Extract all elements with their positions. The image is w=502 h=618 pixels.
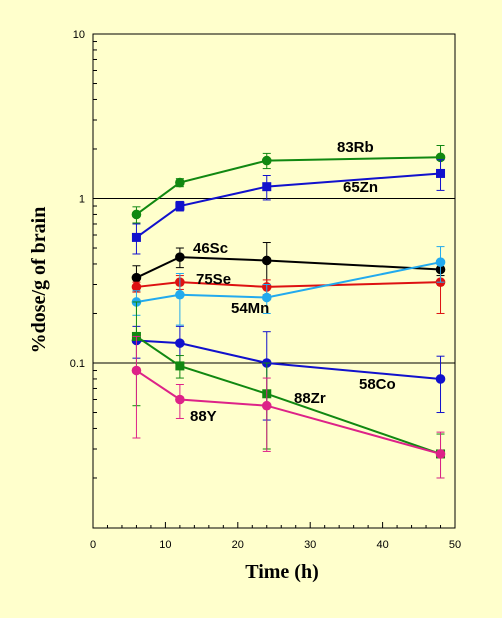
series-label-58Co: 58Co <box>359 376 396 393</box>
data-point <box>175 289 185 300</box>
data-point <box>261 155 272 166</box>
series-line <box>136 261 441 303</box>
series-line <box>136 281 441 288</box>
x-tick-label: 10 <box>159 539 171 551</box>
data-point <box>261 400 272 411</box>
data-point <box>262 182 272 192</box>
series-54Mn <box>131 246 446 326</box>
data-point <box>131 365 142 376</box>
data-point <box>131 272 142 283</box>
data-point <box>261 255 272 266</box>
series-label-88Zr: 88Zr <box>294 390 326 407</box>
x-tick-label: 40 <box>376 539 388 551</box>
data-point <box>131 232 141 242</box>
x-tick-label: 20 <box>232 539 244 551</box>
plot-area <box>92 33 456 529</box>
x-tick-label: 0 <box>90 539 96 551</box>
series-65Zn <box>131 159 446 255</box>
data-point <box>175 201 185 211</box>
series-label-46Sc: 46Sc <box>193 240 228 257</box>
series-line <box>136 256 441 279</box>
series-label-83Rb: 83Rb <box>337 139 374 156</box>
series-line <box>135 156 441 216</box>
data-point <box>131 209 142 220</box>
data-point <box>436 168 446 178</box>
y-axis-title: %dose/g of brain <box>28 207 50 354</box>
series-label-75Se: 75Se <box>196 271 231 288</box>
data-point <box>175 252 185 262</box>
x-tick-label: 50 <box>449 539 461 551</box>
series-line <box>135 369 441 455</box>
y-tick-label: 0.1 <box>70 358 85 370</box>
data-point <box>261 292 272 303</box>
series-line <box>136 339 441 380</box>
data-point <box>175 338 185 348</box>
series-label-88Y: 88Y <box>190 408 217 425</box>
y-tick-label: 1 <box>79 194 85 206</box>
series-line <box>135 335 441 455</box>
data-point <box>175 394 185 405</box>
data-point <box>175 177 185 188</box>
x-axis-title: Time (h) <box>245 561 319 583</box>
series-88Y <box>131 335 446 479</box>
series-label-65Zn: 65Zn <box>343 179 378 196</box>
data-point <box>435 257 446 267</box>
data-point <box>435 449 446 459</box>
data-point <box>131 282 142 292</box>
series-46Sc <box>131 242 446 293</box>
data-point <box>175 361 185 371</box>
y-tick-label: 10 <box>73 29 85 41</box>
x-tick-label: 30 <box>304 539 316 551</box>
series-label-54Mn: 54Mn <box>231 300 269 317</box>
series-line <box>135 172 441 239</box>
data-point <box>435 374 446 384</box>
